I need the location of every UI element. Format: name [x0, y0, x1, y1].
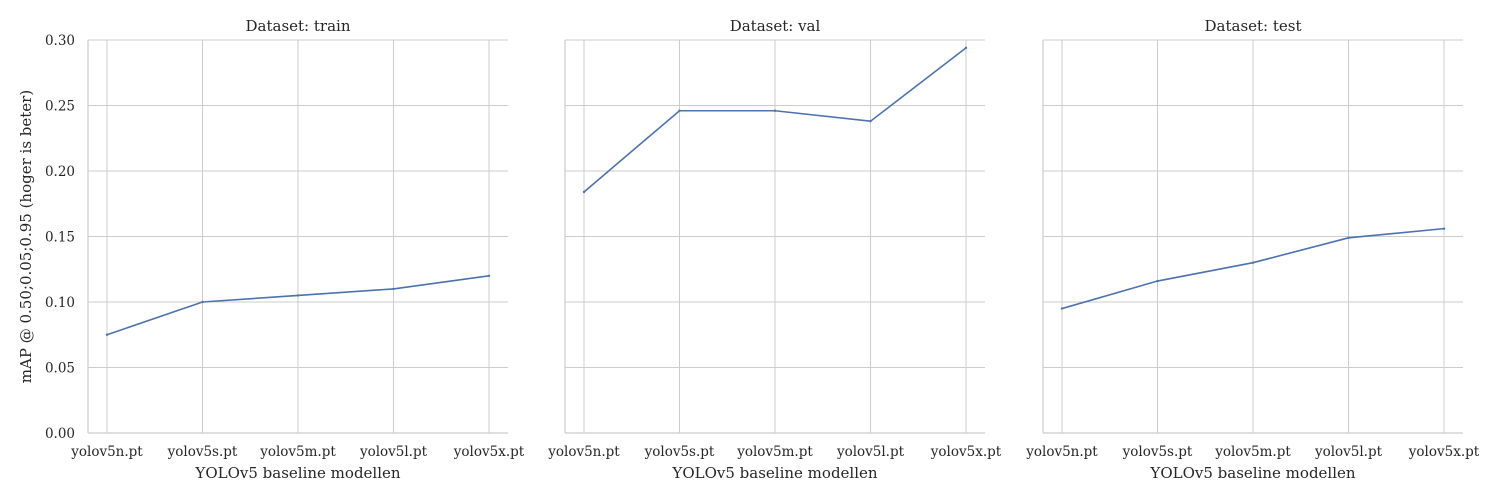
- x-tick-label: yolov5s.pt: [1122, 444, 1193, 460]
- y-tick-label: 0.20: [45, 164, 75, 180]
- x-axis-label: YOLOv5 baseline modellen: [671, 464, 877, 482]
- data-point: [296, 294, 300, 297]
- panel-title: Dataset: train: [246, 17, 351, 35]
- x-tick-label: yolov5n.pt: [1025, 444, 1098, 460]
- x-tick-label: yolov5m.pt: [736, 444, 813, 460]
- data-point: [487, 274, 491, 277]
- x-tick-label: yolov5n.pt: [70, 444, 143, 460]
- y-tick-label: 0.30: [45, 33, 75, 49]
- x-tick-label: yolov5n.pt: [547, 444, 620, 460]
- data-point: [1060, 307, 1064, 310]
- x-axis-label: YOLOv5 baseline modellen: [194, 464, 400, 482]
- x-axis-label: YOLOv5 baseline modellen: [1149, 464, 1355, 482]
- x-tick-label: yolov5x.pt: [1408, 444, 1480, 460]
- data-point: [582, 190, 586, 194]
- x-tick-label: yolov5l.pt: [1314, 444, 1383, 460]
- data-point: [678, 109, 681, 112]
- data-point: [1156, 279, 1159, 283]
- x-tick-label: yolov5m.pt: [259, 444, 336, 460]
- y-axis-label: mAP @ 0.50;0.05;0.95 (hoger is beter): [17, 90, 35, 383]
- panel-1: 0.00 0.05 0.10 0.15 0.20 0.25 0.30 yolov5n.pt yo…: [17, 17, 525, 482]
- data-point: [201, 300, 204, 304]
- x-tick-label: yolov5l.pt: [359, 444, 428, 460]
- data-point: [1442, 227, 1446, 230]
- y-tick-label: 0.15: [45, 230, 75, 246]
- y-tick-label: 0.05: [45, 361, 75, 377]
- panel-2: yolov5n.pt yolov5s.pt yolov5m.pt yolov5l.pt…: [547, 17, 1002, 482]
- y-tick-label: 0.25: [45, 99, 75, 115]
- x-tick-label: yolov5m.pt: [1214, 444, 1291, 460]
- y-tick-label: 0.10: [45, 295, 75, 311]
- panel-title: Dataset: test: [1205, 17, 1302, 35]
- y-tick-label: 0.00: [45, 426, 75, 442]
- data-point: [1347, 236, 1350, 240]
- data-point: [964, 46, 968, 50]
- x-tick-label: yolov5l.pt: [836, 444, 905, 460]
- data-point: [392, 287, 395, 291]
- panel-3: yolov5n.pt yolov5s.pt yolov5m.pt yolov5l.pt…: [1025, 17, 1480, 482]
- data-point: [1251, 261, 1255, 264]
- data-point: [105, 333, 109, 336]
- x-tick-label: yolov5s.pt: [644, 444, 715, 460]
- x-tick-label: yolov5x.pt: [930, 444, 1002, 460]
- x-tick-label: yolov5x.pt: [453, 444, 525, 460]
- x-tick-label: yolov5s.pt: [167, 444, 238, 460]
- data-point: [869, 120, 872, 123]
- panel-title: Dataset: val: [730, 17, 821, 35]
- data-point: [773, 109, 777, 112]
